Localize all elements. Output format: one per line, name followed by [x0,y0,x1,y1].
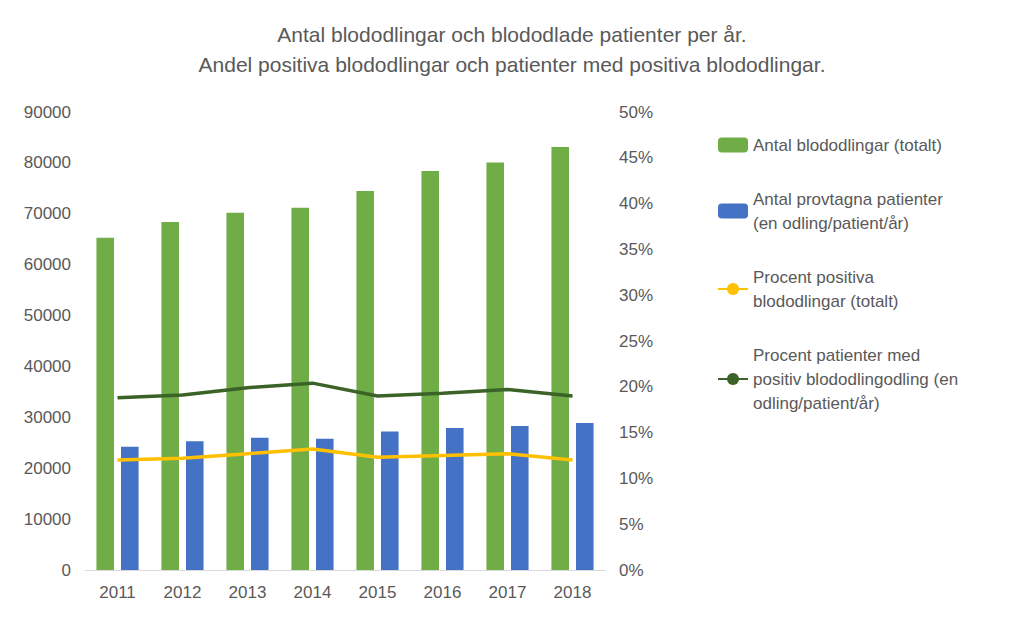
svg-text:(en odling/patient/år): (en odling/patient/år) [753,214,909,233]
svg-text:Antal blododlingar (totalt): Antal blododlingar (totalt) [753,136,942,155]
svg-text:Andel positiva blododlingar oc: Andel positiva blododlingar och patiente… [199,53,826,76]
svg-text:odling/patient/år): odling/patient/år) [753,394,880,413]
svg-text:30%: 30% [619,286,653,305]
svg-text:Antal blododlingar och blododl: Antal blododlingar och blododlade patien… [277,23,746,46]
svg-text:0%: 0% [619,561,644,580]
svg-text:2015: 2015 [359,583,397,602]
svg-text:2017: 2017 [489,583,527,602]
svg-text:2013: 2013 [229,583,267,602]
svg-text:45%: 45% [619,148,653,167]
svg-text:50%: 50% [619,103,653,122]
svg-text:0: 0 [62,561,71,580]
svg-text:5%: 5% [619,515,644,534]
svg-text:10%: 10% [619,469,653,488]
svg-text:Procent patienter med: Procent patienter med [753,346,925,365]
svg-text:2012: 2012 [164,583,202,602]
svg-text:2014: 2014 [294,583,332,602]
svg-text:50000: 50000 [24,306,71,325]
svg-text:25%: 25% [619,332,653,351]
svg-text:20000: 20000 [24,459,71,478]
svg-text:2016: 2016 [424,583,462,602]
svg-text:Procent positiva: Procent positiva [753,268,879,287]
svg-text:35%: 35% [619,240,653,259]
svg-text:90000: 90000 [24,103,71,122]
svg-text:40000: 40000 [24,357,71,376]
svg-text:70000: 70000 [24,204,71,223]
svg-text:Antal provtagna patienter: Antal provtagna patienter [753,190,948,209]
svg-text:40%: 40% [619,194,653,213]
svg-text:30000: 30000 [24,408,71,427]
svg-text:2018: 2018 [554,583,592,602]
svg-text:blododlingar (totalt): blododlingar (totalt) [753,292,899,311]
svg-text:20%: 20% [619,377,653,396]
svg-text:15%: 15% [619,423,653,442]
svg-text:2011: 2011 [99,583,136,602]
svg-text:positiv blododlingodling (en: positiv blododlingodling (en [753,370,963,389]
svg-text:80000: 80000 [24,153,71,172]
svg-text:10000: 10000 [24,510,71,529]
svg-text:60000: 60000 [24,255,71,274]
